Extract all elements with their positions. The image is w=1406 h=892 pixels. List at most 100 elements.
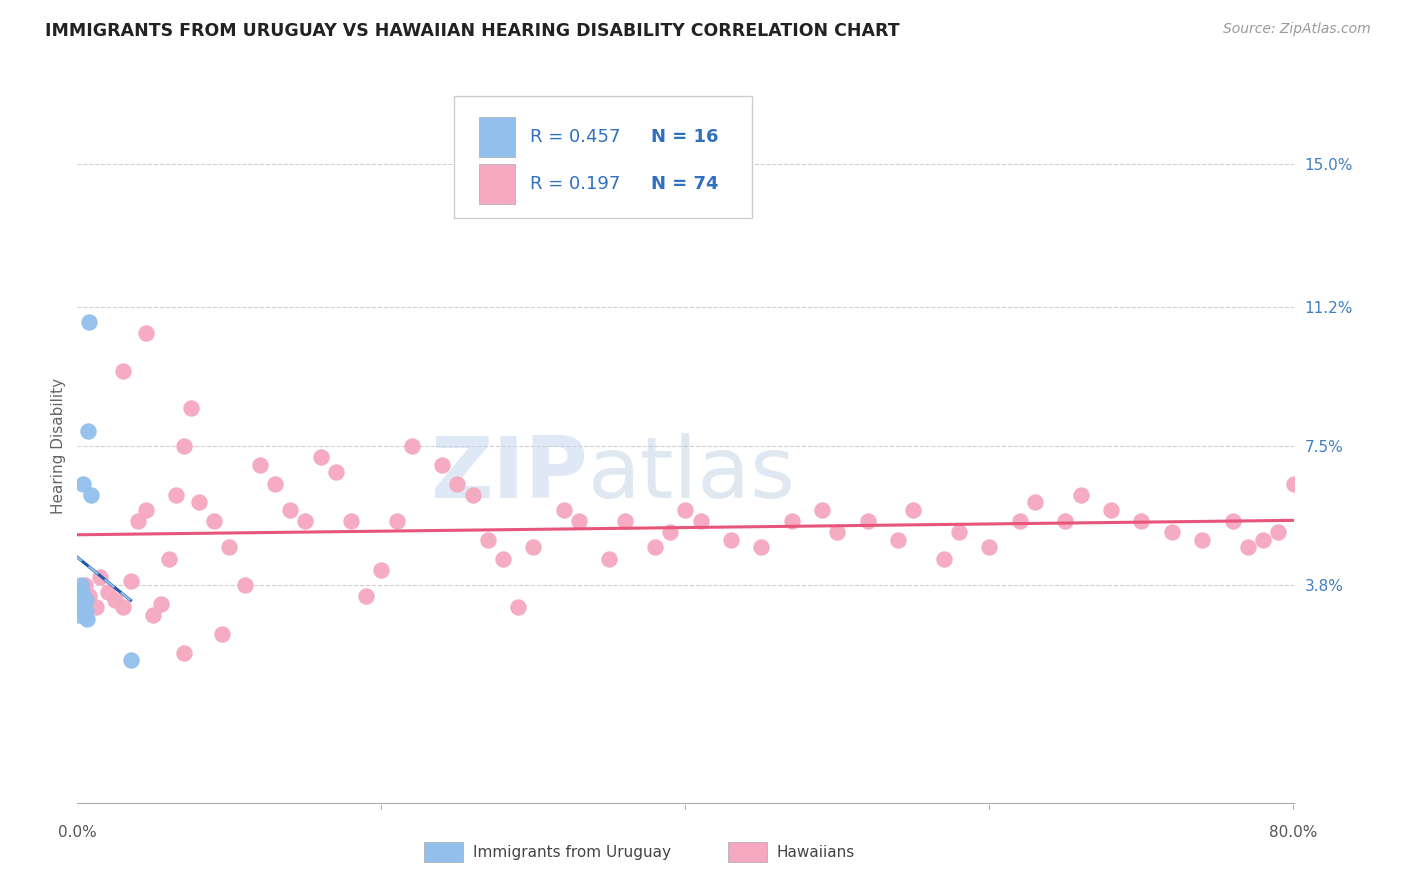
Point: [135, 326, 157, 341]
Text: N = 74: N = 74: [651, 175, 718, 193]
Point: [720, 533, 742, 547]
Point: [354, 589, 377, 603]
Point: [979, 541, 1001, 555]
Point: [294, 514, 316, 528]
Point: [887, 533, 910, 547]
Point: [1099, 503, 1122, 517]
Point: [675, 503, 697, 517]
Point: [67, 607, 90, 622]
Point: [613, 514, 636, 528]
Point: [120, 574, 142, 589]
Point: [856, 514, 879, 528]
Point: [1251, 533, 1274, 547]
Point: [568, 514, 591, 528]
Text: 80.0%: 80.0%: [1270, 825, 1317, 840]
Point: [69, 600, 91, 615]
Point: [120, 653, 142, 667]
Point: [79, 315, 101, 329]
Point: [751, 541, 773, 555]
Point: [149, 597, 172, 611]
Point: [73, 578, 96, 592]
Point: [1191, 533, 1213, 547]
Point: [76, 612, 98, 626]
Point: [309, 450, 332, 465]
Point: [780, 514, 803, 528]
Point: [385, 514, 408, 528]
Text: N = 16: N = 16: [651, 128, 718, 146]
Point: [1054, 514, 1077, 528]
Point: [142, 607, 165, 622]
Point: [1237, 541, 1260, 555]
Text: Source: ZipAtlas.com: Source: ZipAtlas.com: [1223, 22, 1371, 37]
FancyBboxPatch shape: [454, 96, 752, 218]
Point: [173, 439, 195, 453]
Point: [173, 646, 195, 660]
Point: [218, 541, 240, 555]
Point: [1008, 514, 1031, 528]
Point: [1282, 476, 1305, 491]
Point: [72, 600, 94, 615]
Point: [72, 476, 94, 491]
Point: [180, 401, 202, 416]
Point: [69, 589, 91, 603]
Point: [461, 488, 484, 502]
Point: [70, 585, 93, 599]
Point: [659, 525, 682, 540]
Point: [111, 364, 134, 378]
Point: [264, 476, 287, 491]
Text: atlas: atlas: [588, 433, 796, 516]
Text: R = 0.197: R = 0.197: [530, 175, 620, 193]
Point: [1222, 514, 1244, 528]
Point: [948, 525, 970, 540]
Text: ZIP: ZIP: [430, 433, 588, 516]
Point: [157, 551, 180, 566]
Point: [340, 514, 363, 528]
Point: [903, 503, 925, 517]
Point: [401, 439, 423, 453]
Point: [644, 541, 666, 555]
Point: [135, 503, 157, 517]
Point: [1267, 525, 1289, 540]
Point: [188, 495, 211, 509]
Point: [79, 589, 101, 603]
Point: [492, 551, 515, 566]
Point: [598, 551, 620, 566]
FancyBboxPatch shape: [478, 118, 515, 157]
Point: [84, 600, 107, 615]
Point: [127, 514, 149, 528]
Text: Immigrants from Uruguay: Immigrants from Uruguay: [472, 845, 671, 860]
Point: [77, 424, 100, 438]
Point: [89, 570, 111, 584]
Point: [104, 593, 127, 607]
Point: [811, 503, 834, 517]
Point: [111, 600, 134, 615]
Text: Hawaiians: Hawaiians: [776, 845, 855, 860]
FancyBboxPatch shape: [728, 842, 766, 862]
Point: [70, 578, 93, 592]
Point: [446, 476, 468, 491]
Point: [73, 597, 96, 611]
Point: [1024, 495, 1046, 509]
Point: [80, 488, 103, 502]
Point: [553, 503, 575, 517]
Point: [75, 604, 97, 618]
Text: IMMIGRANTS FROM URUGUAY VS HAWAIIAN HEARING DISABILITY CORRELATION CHART: IMMIGRANTS FROM URUGUAY VS HAWAIIAN HEAR…: [45, 22, 900, 40]
Point: [233, 578, 256, 592]
Point: [370, 563, 392, 577]
Point: [430, 458, 453, 472]
Point: [522, 541, 544, 555]
Point: [202, 514, 225, 528]
FancyBboxPatch shape: [425, 842, 463, 862]
Y-axis label: Hearing Disability: Hearing Disability: [51, 378, 66, 514]
Point: [932, 551, 955, 566]
Text: 0.0%: 0.0%: [58, 825, 97, 840]
Point: [75, 593, 97, 607]
Point: [827, 525, 849, 540]
Point: [477, 533, 499, 547]
Text: R = 0.457: R = 0.457: [530, 128, 620, 146]
Point: [73, 607, 96, 622]
Point: [249, 458, 271, 472]
Point: [508, 600, 530, 615]
Point: [1070, 488, 1092, 502]
FancyBboxPatch shape: [478, 164, 515, 203]
